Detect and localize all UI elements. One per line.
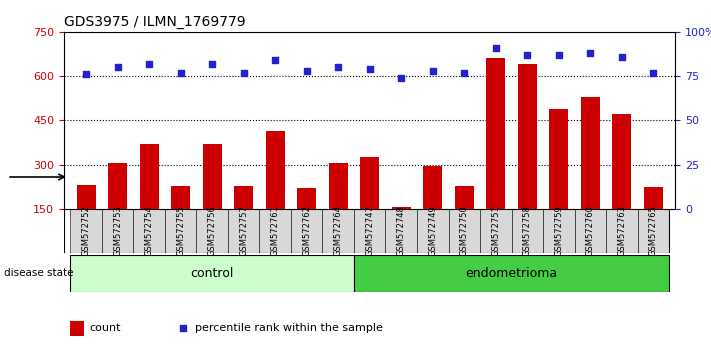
Point (144, 61, 155, 67)
Text: GSM572754: GSM572754 (144, 206, 154, 256)
Bar (638, 209, 669, 253)
Bar (385, 209, 417, 253)
Bar (550, 109, 568, 253)
Point (269, 57, 281, 63)
Bar (70, 209, 102, 253)
Text: GSM572758: GSM572758 (523, 206, 532, 256)
Bar (354, 255, 669, 292)
Text: GSM572759: GSM572759 (555, 206, 563, 256)
Bar (77, 185, 95, 253)
Bar (203, 144, 222, 253)
Bar (171, 186, 190, 253)
Text: percentile rank within the sample: percentile rank within the sample (196, 323, 383, 333)
Bar (486, 58, 506, 253)
Bar (260, 209, 291, 253)
Point (553, 52, 565, 58)
Point (333, 64, 344, 70)
Point (584, 50, 596, 56)
Text: GSM572760: GSM572760 (586, 206, 595, 256)
Bar (228, 209, 260, 253)
Text: GSM572751: GSM572751 (491, 206, 501, 256)
Bar (165, 209, 196, 253)
Bar (196, 209, 228, 253)
Bar (234, 186, 253, 253)
Text: GSM572753: GSM572753 (113, 206, 122, 256)
Bar (574, 209, 606, 253)
Bar (297, 188, 316, 253)
Text: GSM572757: GSM572757 (239, 206, 248, 256)
Bar (70, 321, 84, 336)
Bar (449, 209, 480, 253)
Text: GSM572762: GSM572762 (302, 206, 311, 256)
Point (175, 70, 186, 75)
Point (459, 70, 470, 75)
Point (522, 52, 533, 58)
Bar (511, 209, 543, 253)
Point (206, 61, 218, 67)
Bar (644, 187, 663, 253)
Bar (360, 157, 379, 253)
Text: endometrioma: endometrioma (466, 267, 557, 280)
Bar (417, 209, 449, 253)
Point (301, 68, 312, 74)
Text: GSM572755: GSM572755 (176, 206, 185, 256)
Text: GSM572749: GSM572749 (428, 206, 437, 256)
Bar (543, 209, 574, 253)
Bar (581, 97, 600, 253)
Text: GSM572764: GSM572764 (333, 206, 343, 256)
Bar (328, 163, 348, 253)
Text: GSM572761: GSM572761 (271, 206, 279, 256)
Bar (266, 131, 284, 253)
Bar (134, 209, 165, 253)
Text: GSM572750: GSM572750 (460, 206, 469, 256)
Bar (139, 144, 159, 253)
Text: GSM572763: GSM572763 (617, 205, 626, 257)
Text: GSM572747: GSM572747 (365, 206, 374, 256)
Bar (423, 166, 442, 253)
Bar (518, 64, 537, 253)
Bar (480, 209, 511, 253)
Text: count: count (90, 323, 121, 333)
Text: GSM572748: GSM572748 (397, 206, 406, 256)
Text: GSM572756: GSM572756 (208, 206, 217, 256)
Text: GDS3975 / ILMN_1769779: GDS3975 / ILMN_1769779 (64, 16, 245, 29)
Text: GSM572765: GSM572765 (649, 206, 658, 256)
Bar (354, 209, 385, 253)
Bar (606, 209, 638, 253)
Point (616, 54, 628, 59)
Point (238, 70, 250, 75)
Bar (70, 255, 354, 292)
Bar (108, 163, 127, 253)
Bar (291, 209, 323, 253)
Bar (612, 114, 631, 253)
Bar (392, 207, 411, 253)
Text: disease state: disease state (4, 268, 73, 278)
Bar (455, 186, 474, 253)
Bar (323, 209, 354, 253)
Bar (102, 209, 134, 253)
Point (490, 45, 501, 51)
Point (364, 66, 375, 72)
Point (648, 70, 659, 75)
Text: GSM572752: GSM572752 (82, 206, 90, 256)
Text: control: control (191, 267, 234, 280)
Point (112, 64, 123, 70)
Point (395, 75, 407, 81)
Point (80, 72, 92, 77)
Point (427, 68, 439, 74)
Point (178, 326, 189, 331)
